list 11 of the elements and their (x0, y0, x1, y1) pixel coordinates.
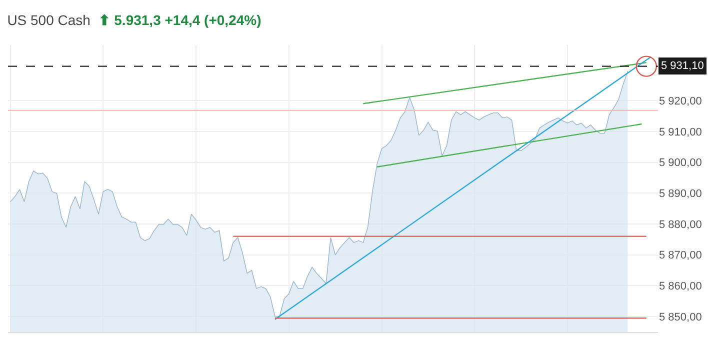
y-tick-label: 5 890,00 (659, 188, 702, 200)
y-tick-label: 5 850,00 (659, 311, 702, 324)
chart-title: US 500 Cash (7, 12, 90, 28)
ref-line-label: 5 931,10 (661, 60, 704, 72)
y-tick-label: 5 920,00 (659, 95, 702, 108)
chart-subtitle: ⬆ 5.931,3 +14,4 (+0,24%) (98, 12, 262, 28)
y-tick-label: 5 910,00 (659, 126, 702, 138)
y-tick-label: 5 900,00 (659, 157, 702, 170)
y-tick-label: 5 870,00 (659, 250, 702, 262)
y-tick-label: 5 860,00 (659, 280, 702, 293)
y-tick-label: 5 880,00 (659, 218, 702, 231)
